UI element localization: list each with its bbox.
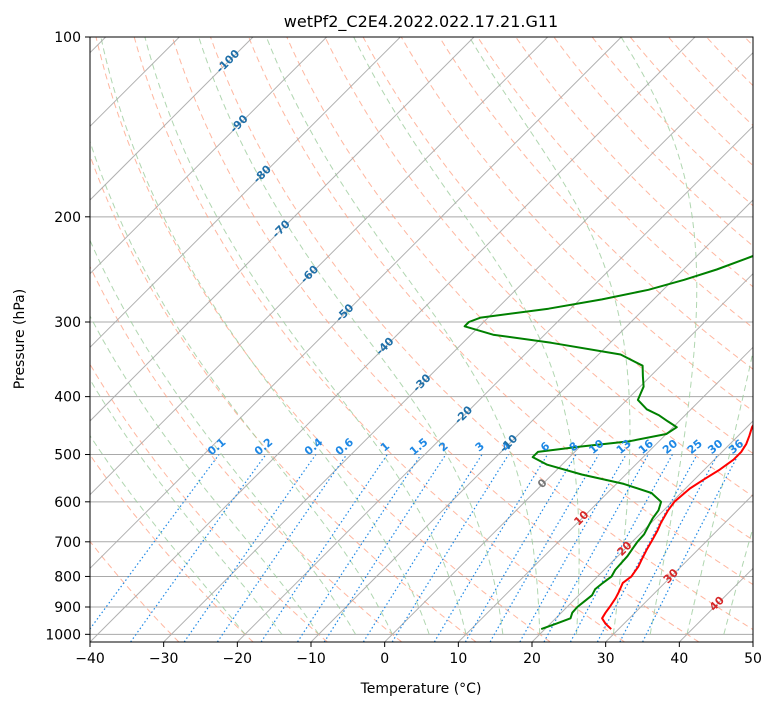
y-tick-label: 900 <box>54 600 81 616</box>
mixing-ratio-line <box>596 454 698 642</box>
x-tick-label: 40 <box>670 651 688 667</box>
moist-adiabat <box>686 349 753 635</box>
x-axis-label: Temperature (°C) <box>360 681 482 697</box>
moist-adiabat <box>265 37 541 635</box>
dry-adiabat <box>248 37 753 586</box>
x-tick-label: 30 <box>597 651 615 667</box>
moist-adiabat <box>198 37 504 635</box>
y-tick-label: 500 <box>54 448 81 464</box>
x-tick-label: 0 <box>380 651 389 667</box>
ticks-layer: −40 −30 −20 −10 0 10 20 30 40 50 100 200 300 400 500 60… <box>45 30 762 667</box>
x-tick-label: −30 <box>149 651 179 667</box>
isotherm <box>531 420 753 642</box>
isotherm <box>163 51 753 642</box>
y-tick-label: 200 <box>54 210 81 226</box>
dry-adiabat <box>90 265 403 642</box>
moist-adiabat <box>144 37 467 635</box>
dry-adiabat <box>171 37 700 642</box>
mixing-ratio-line <box>260 454 388 642</box>
isotherm <box>90 37 622 570</box>
mixing-ratio-line <box>569 454 673 642</box>
mixing-ratio-line <box>433 454 549 642</box>
isotherm <box>90 37 401 349</box>
dewpoint-line <box>463 254 753 631</box>
dry-adiabat <box>400 37 753 412</box>
mixing-ratio-line <box>464 454 577 642</box>
y-tick-label: 700 <box>54 535 81 551</box>
x-tick-label: 20 <box>523 651 541 667</box>
isotherm <box>90 37 254 201</box>
dry-adiabat <box>286 37 753 541</box>
isotherm <box>310 199 753 642</box>
mixing-ratio-line <box>323 454 447 642</box>
mixing-ratio-line <box>90 454 220 630</box>
dry-adiabat <box>90 453 254 642</box>
moist-adiabat <box>620 37 698 635</box>
mixing-ratio-line <box>130 454 267 642</box>
data-layer <box>463 254 753 631</box>
dry-adiabat <box>95 37 551 642</box>
x-tick-label: −40 <box>75 651 105 667</box>
x-tick-label: −10 <box>296 651 326 667</box>
x-tick-label: 50 <box>744 651 762 667</box>
x-tick-label: −20 <box>223 651 253 667</box>
mixing-ratio-line <box>489 454 600 642</box>
y-tick-label: 400 <box>54 390 81 406</box>
y-tick-label: 800 <box>54 569 81 585</box>
dry-adiabat <box>515 37 753 288</box>
isotherm <box>90 37 475 422</box>
dry-adiabat <box>438 37 753 370</box>
dry-adiabat <box>133 37 625 642</box>
moist-adiabat <box>90 434 246 635</box>
y-axis-label: Pressure (hPa) <box>12 289 28 389</box>
moist-adiabat <box>353 37 580 635</box>
mixing-ratio-line <box>296 454 422 642</box>
chart-title: wetPf2_C2E4.2022.022.17.21.G11 <box>284 12 558 32</box>
y-tick-label: 600 <box>54 495 81 511</box>
isotherm <box>384 272 753 642</box>
isotherm <box>457 346 753 642</box>
moist-adiabat <box>90 378 283 635</box>
temperature-line <box>601 423 753 630</box>
moist-adiabat <box>90 239 356 635</box>
moist-adiabat <box>723 526 753 635</box>
dry-adiabat <box>90 154 477 642</box>
isotherm <box>90 37 696 642</box>
isotherm <box>236 125 753 642</box>
mixing-ratio-line <box>519 454 627 642</box>
isotherm <box>605 493 753 642</box>
isotherm <box>90 37 328 275</box>
dry-adiabat <box>210 37 753 631</box>
dry-adiabat <box>477 37 753 329</box>
dry-adiabat <box>90 363 328 642</box>
y-tick-label: 300 <box>54 315 81 331</box>
mixing-ratio-line <box>183 454 317 642</box>
dry-adiabat <box>324 37 753 498</box>
moist-adiabat <box>90 314 320 635</box>
plot-frame <box>89 36 754 643</box>
x-tick-label: 10 <box>449 651 467 667</box>
isotherm <box>90 37 549 496</box>
dry-adiabat <box>362 37 753 455</box>
moist-adiabat <box>100 37 430 635</box>
mixing-ratio-line <box>216 454 348 642</box>
y-tick-label: 1000 <box>45 627 81 643</box>
y-tick-label: 100 <box>54 30 81 46</box>
